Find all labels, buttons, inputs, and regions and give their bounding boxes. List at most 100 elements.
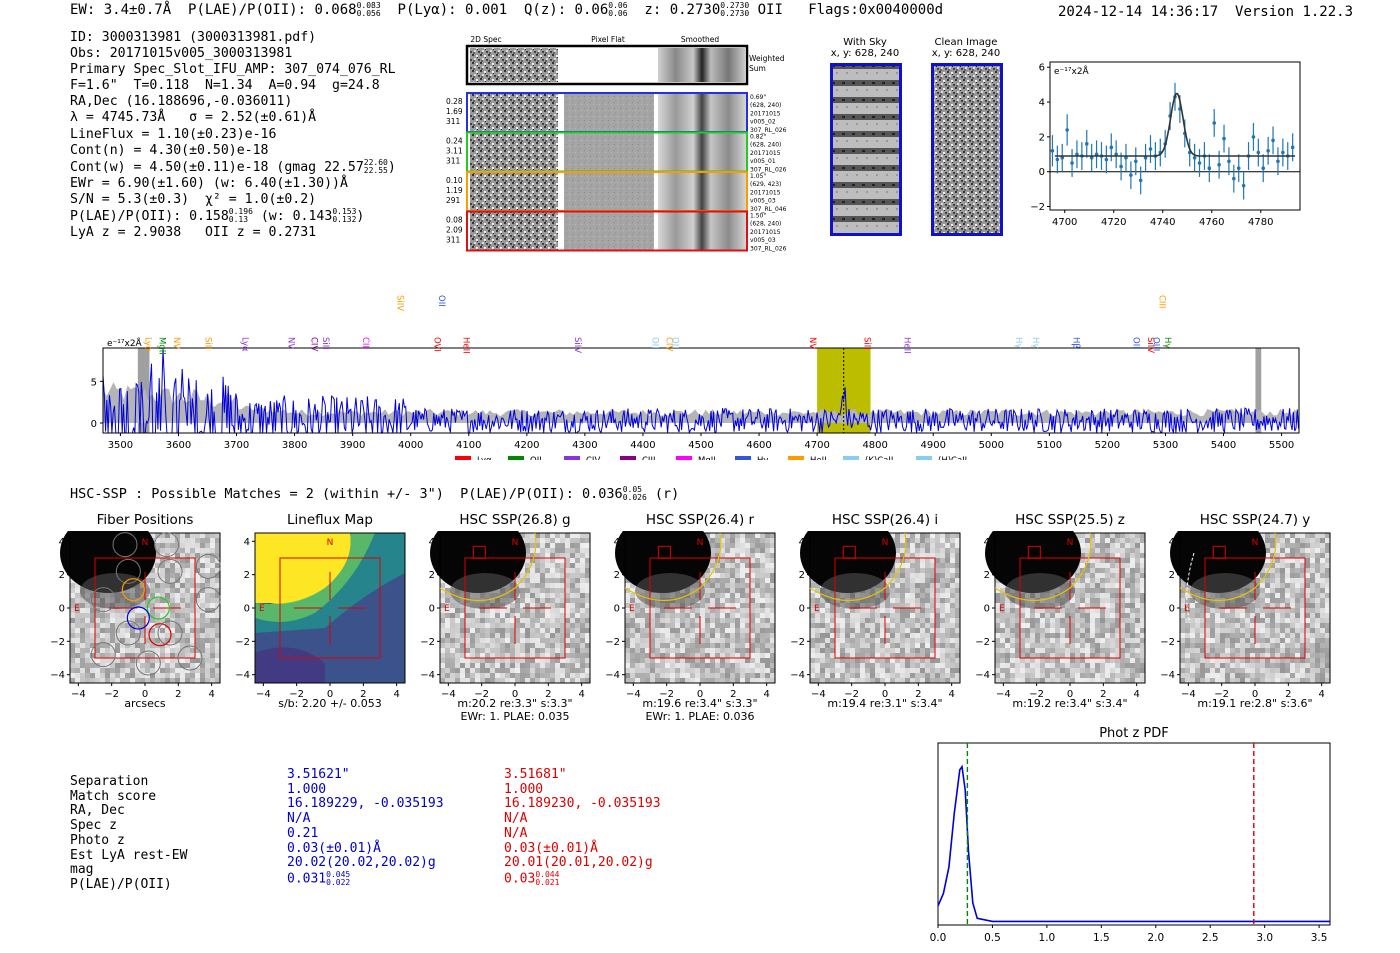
blue-mag: 20.02(20.02,20.02)g	[287, 855, 436, 871]
match-label-mag: mag	[70, 862, 94, 878]
blue-ew: 0.03(±0.01)Å	[287, 840, 381, 856]
hsc-panel-caption: s/b: 2.20 +/- 0.053	[240, 697, 420, 710]
fiber-circle	[112, 532, 138, 558]
zoom-point	[1290, 145, 1295, 150]
zoom-plot: 6 4 2 0 −2 4700 4720 4740 4760 4780 e⁻¹⁷x2Å	[1030, 61, 1301, 228]
cutout-smoothed	[658, 212, 746, 250]
info-plae-w-lo: 0.132	[332, 215, 357, 225]
zoom-point	[1232, 176, 1236, 181]
zoom-point	[1197, 161, 1202, 165]
legend-swatch	[676, 456, 692, 460]
emission-line-label: NV	[286, 337, 296, 349]
cutout-right-label: (628, 240)	[750, 102, 781, 109]
east-marker: E	[999, 604, 1005, 614]
info-plae-w-hi: 0.153	[332, 207, 357, 217]
hsc-ytick-label: 0	[799, 604, 805, 615]
legend-label: Lyα	[477, 456, 492, 460]
north-marker: N	[1067, 538, 1074, 548]
east-marker: E	[259, 604, 265, 614]
zoom-point	[1094, 152, 1099, 157]
zoom-xtick-label: 4780	[1248, 217, 1273, 228]
emission-line-label: SiII	[203, 337, 213, 350]
emission-line-label: NV	[171, 337, 181, 349]
hsc-xtick-label: −2	[1214, 689, 1229, 700]
north-marker: N	[697, 538, 704, 548]
info-id: ID: 3000313981 (3000313981.pdf)	[70, 30, 317, 45]
info-lineflux: LineFlux = 1.10(±0.23)e-16	[70, 126, 277, 142]
east-marker: E	[74, 604, 80, 614]
emission-line-label: Hγ	[1013, 337, 1023, 348]
hsc-pixels	[800, 531, 960, 683]
cutout-left-label: 311	[446, 236, 461, 245]
zoom-point	[1251, 135, 1256, 139]
emission-line-label: CIV	[309, 337, 319, 351]
hsc-ytick-label: 2	[984, 570, 990, 581]
hsc-pixels	[430, 531, 590, 683]
pdf-xtick-label: 2.0	[1147, 932, 1164, 944]
match-table-red: 3.51681" 1.000 16.189230, -0.035193 N/A …	[504, 767, 661, 887]
blue-plae-hi: 0.045	[326, 869, 351, 879]
full-xtick-label: 5500	[1269, 440, 1294, 451]
hsc-ytick-label: 2	[614, 570, 620, 581]
aperture-box	[649, 557, 751, 659]
hsc-caption-line-2: EWr: 1. PLAE: 0.035	[460, 710, 570, 723]
hsc-title-lo: 0.026	[622, 493, 647, 502]
hsc-xtick-label: 2	[175, 689, 181, 700]
hsc-panel-title: HSC SSP(24.7) y	[1199, 512, 1311, 528]
emission-line-label: NV	[807, 337, 817, 349]
hsc-xtick-label: −2	[659, 689, 674, 700]
hsc-panel-caption: arcsecs	[55, 697, 235, 710]
hsc-xtick-label: 4	[208, 689, 214, 700]
match-label-specz: Spec z	[70, 818, 117, 834]
hsc-ytick-label: 2	[429, 570, 435, 581]
cutout-right-label: 307_RL_026	[750, 127, 787, 134]
header-datetime: 2024-12-14 14:36:17	[1058, 4, 1219, 20]
hsc-xtick-label: 2	[730, 689, 736, 700]
full-xtick-label: 5400	[1211, 440, 1236, 451]
header-qz-hi: 0.06	[608, 1, 628, 10]
legend-swatch	[564, 456, 580, 460]
zoom-point	[1241, 183, 1246, 188]
zoom-y-unit: e⁻¹⁷x2Å	[1054, 65, 1090, 77]
hsc-panel-title: HSC SSP(25.5) z	[1015, 512, 1125, 528]
info-contw-lo: 22.55	[363, 165, 388, 175]
fiber-circle	[154, 532, 180, 558]
hsc-ytick-label: 0	[244, 604, 250, 615]
legend-swatch	[843, 456, 859, 460]
hsc-ytick-label: 4	[244, 537, 250, 548]
hsc-caption-line-1: s/b: 2.20 +/- 0.053	[278, 697, 382, 710]
hsc-xtick-label: −4	[626, 689, 641, 700]
info-obs: Obs: 20171015v005_3000313981	[70, 46, 293, 62]
emission-line-label: OIII	[1151, 337, 1161, 351]
full-xtick-label: 3900	[340, 440, 365, 451]
match-table-labels: Separation Match score RA, Dec Spec z Ph…	[70, 774, 187, 893]
fiber-red	[148, 623, 172, 647]
cutout-2d-spec	[470, 212, 558, 250]
zoom-point	[1089, 155, 1094, 160]
emission-line-label: OVI	[432, 337, 442, 352]
hsc-xtick-label: −2	[104, 689, 119, 700]
hsc-pixels	[60, 531, 220, 683]
with-sky-label: With Sky x, y: 628, 240	[826, 37, 904, 59]
hsc-ytick-label: 0	[59, 604, 65, 615]
fiber-circle	[135, 650, 161, 676]
hsc-caption-line-1: arcsecs	[124, 697, 166, 710]
header-version: Version 1.22.3	[1235, 4, 1354, 20]
red-radec: 16.189230, -0.035193	[504, 796, 661, 812]
header-plya: P(Lyα): 0.001	[397, 2, 508, 18]
full-xtick-label: 3700	[224, 440, 249, 451]
pdf-xtick-label: 2.5	[1202, 932, 1219, 944]
full-xtick-label: 4900	[921, 440, 946, 451]
hsc-xtick-label: 0	[697, 689, 703, 700]
hsc-xtick-label: 2	[1285, 689, 1291, 700]
east-marker: E	[629, 604, 635, 614]
emission-line-label: OII	[669, 337, 679, 349]
hsc-title-text: HSC-SSP : Possible Matches = 2 (within +…	[70, 486, 623, 502]
info-plae-hi: 0.196	[228, 207, 253, 217]
with-sky-title: With Sky	[843, 37, 887, 48]
hsc-xtick-label: 0	[142, 689, 148, 700]
red-plae-hi: 0.044	[535, 869, 560, 879]
